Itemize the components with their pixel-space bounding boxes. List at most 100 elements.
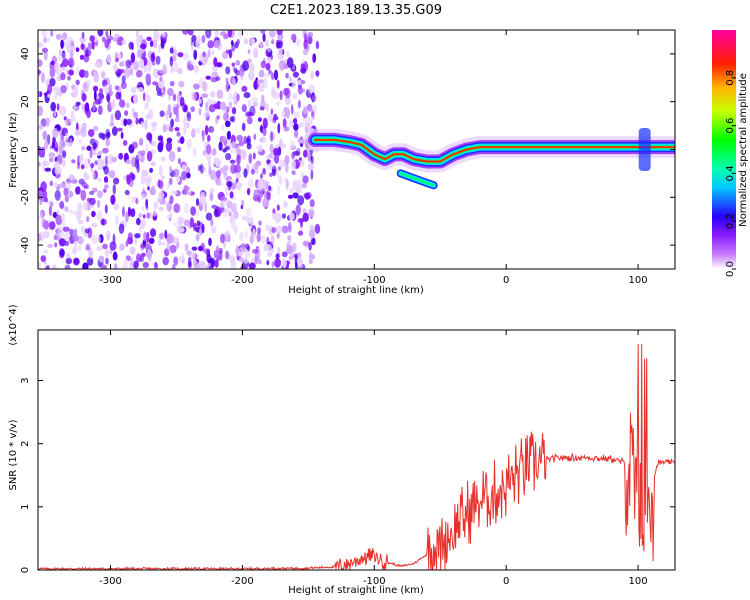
noise-blob (119, 243, 125, 251)
noise-blob (186, 122, 190, 129)
noise-blob (259, 41, 264, 48)
noise-blob (307, 31, 314, 38)
noise-blob (248, 63, 255, 73)
noise-blob (310, 70, 314, 80)
noise-blob (265, 224, 270, 231)
noise-blob (174, 117, 180, 123)
noise-blob (106, 86, 110, 93)
x-tick-label: -200 (231, 576, 254, 587)
noise-blob (240, 204, 244, 210)
noise-blob (295, 204, 301, 216)
noise-blob (101, 218, 105, 226)
noise-blob (274, 153, 280, 164)
noise-blob (213, 249, 220, 259)
noise-blob (269, 172, 273, 177)
noise-blob (109, 241, 117, 251)
noise-blob (69, 118, 74, 124)
noise-blob (149, 40, 154, 47)
noise-blob (245, 243, 250, 250)
noise-blob (102, 166, 107, 171)
noise-blob (240, 149, 247, 161)
noise-blob (49, 77, 56, 87)
noise-blob (123, 118, 128, 127)
noise-blob (96, 246, 103, 251)
noise-blob (49, 201, 54, 208)
noise-blob (236, 134, 243, 142)
noise-blob (145, 175, 153, 184)
y-tick-label: 0 (20, 146, 31, 152)
noise-blob (107, 54, 112, 64)
noise-blob (172, 168, 180, 178)
noise-blob (251, 96, 259, 103)
noise-blob (116, 39, 120, 45)
y-tick-label: 20 (20, 95, 31, 108)
noise-blob (193, 49, 198, 60)
noise-blob (223, 112, 229, 122)
noise-blob (247, 49, 251, 54)
noise-blob (260, 234, 267, 245)
noise-blob (146, 231, 150, 243)
y-tick-label: 1 (20, 504, 31, 510)
noise-blob (177, 52, 184, 58)
noise-blob (82, 262, 89, 269)
noise-blob (186, 250, 192, 256)
noise-blob (79, 54, 84, 60)
noise-blob (172, 93, 177, 102)
noise-blob (92, 187, 98, 193)
noise-blob (231, 202, 237, 213)
noise-blob (198, 98, 202, 104)
noise-blob (265, 103, 269, 112)
noise-blob (290, 140, 295, 149)
colorbar-tick-label: 0.4 (725, 165, 736, 181)
noise-blob (278, 175, 282, 186)
noise-blob (257, 179, 264, 191)
noise-blob (55, 33, 62, 40)
noise-blob (215, 177, 221, 186)
noise-blob (42, 190, 48, 199)
noise-blob (72, 234, 79, 242)
noise-blob (265, 39, 270, 48)
noise-blob (247, 58, 253, 64)
noise-blob (97, 105, 103, 115)
noise-blob (174, 127, 180, 132)
noise-blob (262, 198, 270, 208)
noise-blob (224, 230, 231, 237)
noise-blob (104, 184, 109, 189)
noise-blob (118, 223, 125, 234)
noise-blob (252, 249, 259, 254)
noise-blob (196, 220, 201, 227)
noise-blob (281, 225, 289, 234)
noise-blob (42, 230, 50, 239)
noise-blob (240, 199, 245, 206)
noise-blob (153, 39, 158, 49)
noise-blob (54, 189, 61, 201)
noise-blob (38, 145, 42, 156)
noise-blob (281, 111, 286, 117)
x-tick-label: 0 (503, 275, 509, 286)
noise-blob (227, 30, 233, 38)
noise-blob (125, 240, 129, 247)
spectrogram-ylabel: Frequency (Hz) (8, 112, 19, 188)
noise-blob (310, 155, 314, 165)
noise-blob (211, 148, 217, 156)
noise-blob (160, 175, 165, 180)
noise-blob (84, 231, 88, 238)
noise-blob (131, 173, 136, 181)
noise-blob (49, 157, 54, 163)
noise-blob (64, 240, 70, 246)
noise-blob (282, 118, 287, 128)
noise-blob (104, 204, 108, 214)
noise-blob (145, 198, 149, 209)
noise-blob (140, 173, 147, 185)
noise-blob (302, 175, 309, 184)
noise-blob (186, 112, 192, 122)
noise-blob (230, 164, 237, 174)
noise-blob (191, 128, 196, 139)
noise-blob (220, 196, 228, 202)
noise-blob (258, 79, 264, 84)
noise-blob (260, 60, 266, 69)
noise-blob (276, 41, 283, 49)
noise-blob (211, 127, 214, 133)
noise-blob (302, 88, 306, 93)
noise-blob (105, 30, 109, 37)
